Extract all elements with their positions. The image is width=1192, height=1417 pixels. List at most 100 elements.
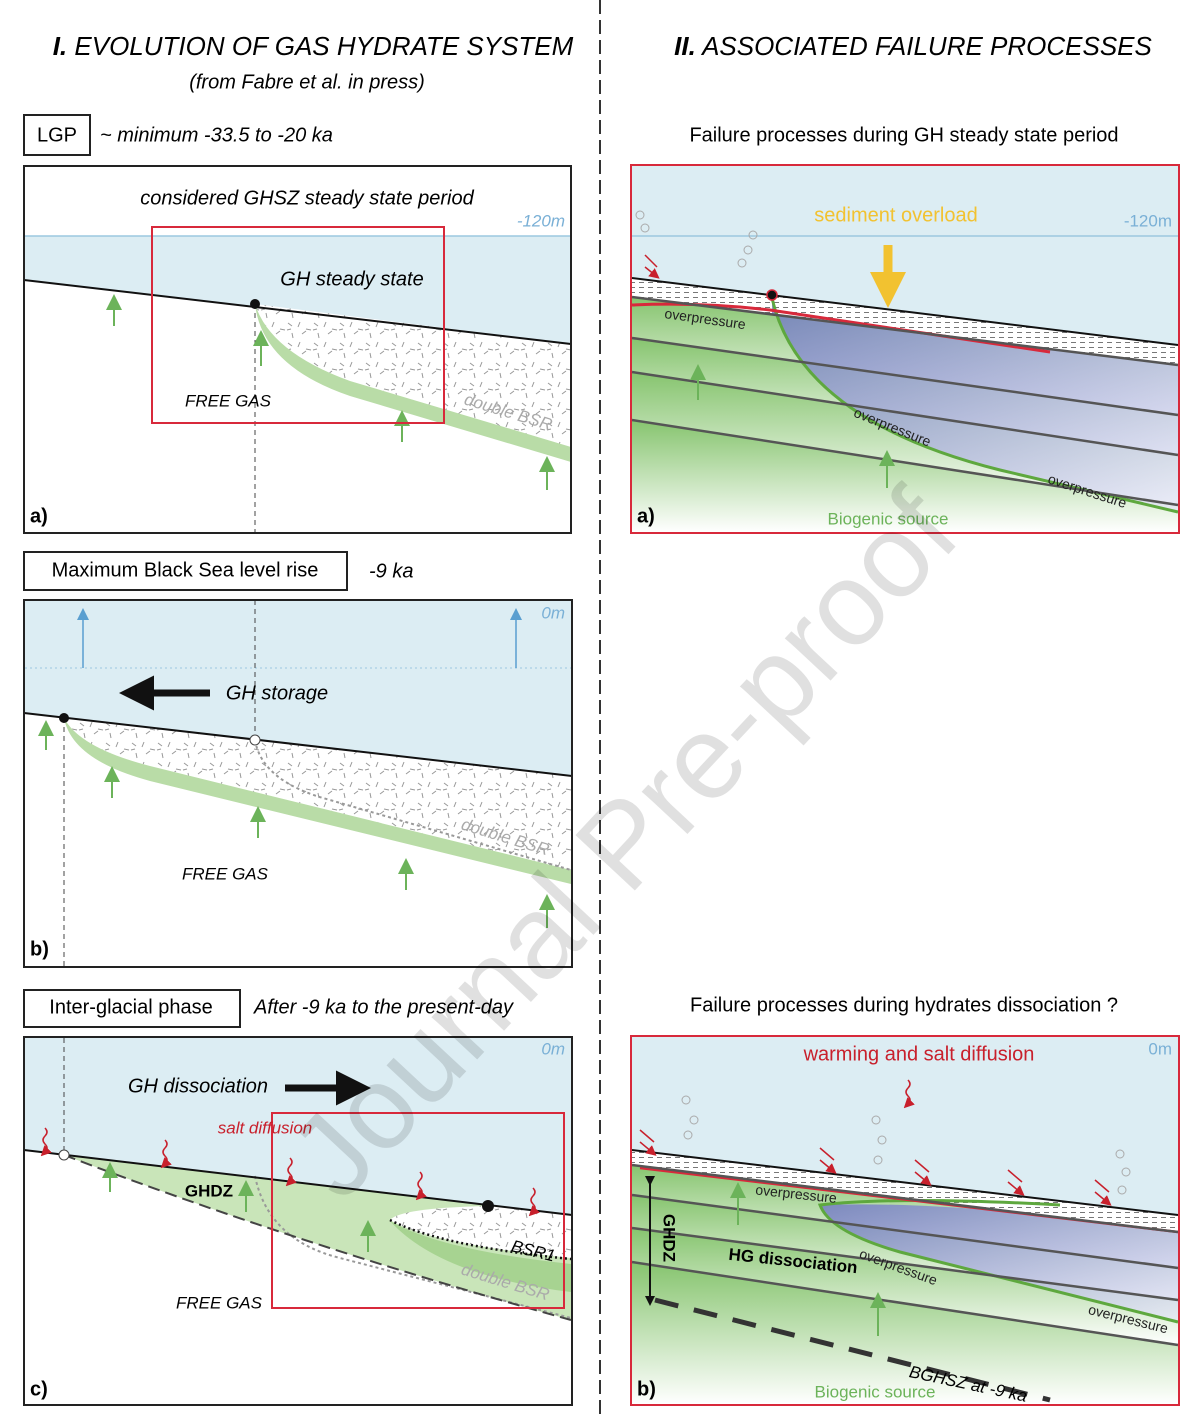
panel-heading: Failure processes during hydrates dissoc… xyxy=(690,994,1118,1016)
salt-arrow xyxy=(1094,1179,1109,1202)
panel-frame xyxy=(23,165,572,534)
layer-line xyxy=(631,1226,1179,1302)
point xyxy=(59,713,69,723)
tag-box xyxy=(23,114,91,156)
gas-label: FREE GAS xyxy=(182,864,269,883)
zone-label: GHDZ xyxy=(185,1181,233,1200)
tag: LGP xyxy=(37,124,77,146)
salt-arrow xyxy=(903,1079,915,1109)
panel-frame xyxy=(23,1036,573,1406)
period: -9 ka xyxy=(369,560,413,582)
hydrate-zone xyxy=(64,718,571,870)
focus-box xyxy=(151,226,445,424)
level: -120m xyxy=(1124,211,1172,230)
panel-letter: b) xyxy=(30,938,49,960)
layer-line xyxy=(631,370,1179,457)
level: 0m xyxy=(1148,1039,1172,1058)
period: ~ minimum -33.5 to -20 ka xyxy=(100,124,333,146)
dissociation-base xyxy=(63,1154,572,1321)
layer-line xyxy=(631,336,1179,417)
seafloor xyxy=(23,1149,573,1216)
hydrate-zone xyxy=(255,304,571,447)
tag: Inter-glacial phase xyxy=(49,996,212,1018)
bubble xyxy=(1117,1185,1127,1195)
driver: sediment overload xyxy=(814,204,977,226)
bubble xyxy=(683,1130,693,1140)
salt-arrow xyxy=(819,1147,834,1170)
sediment-layer xyxy=(632,420,1178,532)
hydrate-lens xyxy=(390,1206,571,1258)
column-title: II. ASSOCIATED FAILURE PROCESSES xyxy=(674,31,1152,61)
caption: considered GHSZ steady state period xyxy=(140,187,474,209)
panel-frame xyxy=(630,1035,1180,1406)
focus-box xyxy=(271,1112,565,1309)
panel-right-a: sediment overload -120m overpressure ove… xyxy=(630,164,1180,534)
layer-line xyxy=(631,295,1179,367)
source-label: Biogenic source xyxy=(815,1382,936,1401)
panel-left-b: 0m GH storage FREE GAS double BSR b) xyxy=(23,599,573,968)
hydrate-zone xyxy=(772,298,1178,512)
layer-line xyxy=(631,418,1179,507)
seafloor xyxy=(23,712,573,777)
tag-box xyxy=(23,989,241,1028)
bubble xyxy=(640,223,650,233)
level: -120m xyxy=(517,211,565,230)
period: After -9 ka to the present-day xyxy=(253,996,514,1018)
panel-frame xyxy=(23,599,573,968)
panel-letter: a) xyxy=(30,505,48,527)
gas-band xyxy=(390,1221,571,1292)
panel-letter: b) xyxy=(637,1378,656,1400)
salt-arrow xyxy=(415,1171,427,1201)
point xyxy=(766,289,778,301)
bubble xyxy=(748,230,758,240)
seafloor xyxy=(631,277,1179,346)
level: 0m xyxy=(541,603,565,622)
point xyxy=(250,299,260,309)
bubble xyxy=(877,1135,887,1145)
column-title-text: EVOLUTION OF GAS HYDRATE SYSTEM xyxy=(74,31,573,61)
panel-left-a: considered GHSZ steady state period -120… xyxy=(23,165,572,534)
level: 0m xyxy=(541,1039,565,1058)
bubble xyxy=(743,245,753,255)
bubble xyxy=(681,1095,691,1105)
panel-letter: a) xyxy=(637,505,655,527)
zone-label: GHDZ xyxy=(660,1214,679,1262)
seafloor xyxy=(631,1149,1179,1216)
layer-line xyxy=(631,1193,1179,1270)
bubble xyxy=(1121,1167,1131,1177)
salt-arrow xyxy=(40,1127,52,1157)
hydrate-base xyxy=(817,1199,1179,1324)
hydrate-base xyxy=(770,297,1179,514)
old-point xyxy=(249,734,261,746)
old-boundary xyxy=(654,1297,1051,1403)
point xyxy=(482,1200,494,1212)
bubble xyxy=(737,258,747,268)
water xyxy=(25,236,570,344)
tag: Maximum Black Sea level rise xyxy=(52,559,319,581)
salt-arrow xyxy=(528,1187,540,1217)
salt-arrow xyxy=(914,1159,929,1182)
salt-arrow xyxy=(1007,1169,1022,1192)
bubble xyxy=(635,210,645,220)
hydrate-zone xyxy=(820,1204,1178,1322)
surface-layer xyxy=(632,1150,1178,1232)
sediment-layer xyxy=(632,1228,1178,1345)
panel-letter: c) xyxy=(30,1378,48,1400)
old-point xyxy=(58,1149,70,1161)
sediment-layer xyxy=(632,1262,1178,1404)
state: GH storage xyxy=(226,682,328,704)
water xyxy=(25,1038,571,1215)
bubble xyxy=(873,1155,883,1165)
panel-frame xyxy=(630,164,1180,534)
column-number: II. xyxy=(674,31,696,61)
gas-band xyxy=(64,718,571,884)
bubble xyxy=(1115,1149,1125,1159)
column-title-text: ASSOCIATED FAILURE PROCESSES xyxy=(700,31,1152,61)
panel-heading: Failure processes during GH steady state… xyxy=(689,124,1118,146)
bubble xyxy=(871,1115,881,1125)
column-title: I. EVOLUTION OF GAS HYDRATE SYSTEM xyxy=(53,31,574,61)
layer-line xyxy=(631,1163,1179,1234)
